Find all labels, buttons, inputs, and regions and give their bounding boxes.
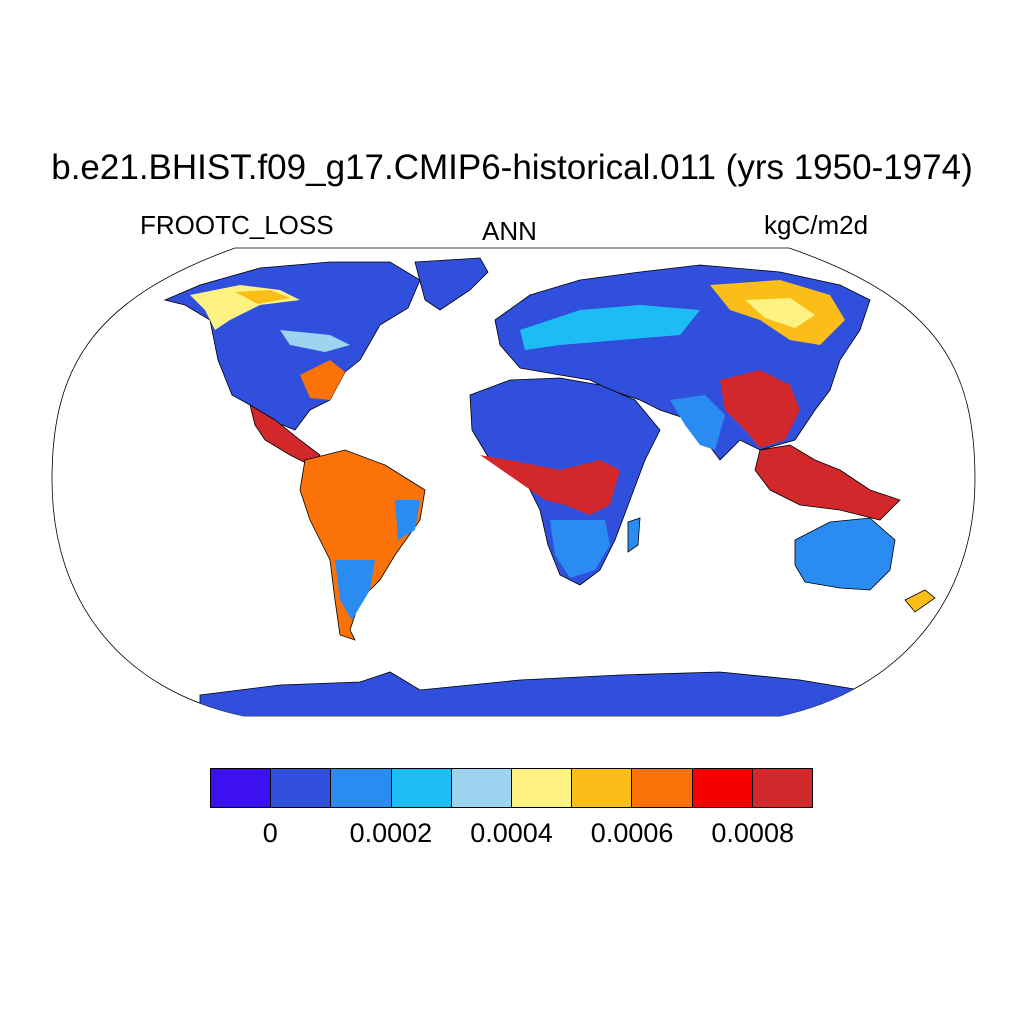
colorbar-swatch-5	[512, 769, 573, 807]
india-region	[670, 395, 725, 450]
siberia-yellow-band	[745, 298, 815, 328]
colorbar-tick-label: 0.0008	[711, 818, 794, 848]
europe-light-band	[520, 305, 700, 350]
south-america-south-blue	[335, 560, 375, 620]
colorbar-swatch-6	[572, 769, 633, 807]
colorbar-tick-label: 0	[262, 818, 278, 848]
colorbar-swatch-8	[692, 769, 753, 807]
colorbar-swatch-0	[211, 769, 272, 807]
south-america-east-blue	[395, 500, 420, 540]
colorbar-swatch-9	[752, 769, 813, 807]
colorbar-tick-label: 0.0006	[590, 818, 674, 848]
north-america-light-band	[280, 330, 350, 352]
colorbar-swatch-1	[271, 769, 332, 807]
new-zealand-region	[904, 589, 936, 613]
colorbar	[210, 768, 813, 808]
variable-label: FROOTC_LOSS	[140, 210, 334, 240]
colorbar-tick-label: 0.0002	[349, 818, 433, 848]
units-label: kgC/m2d	[764, 210, 869, 240]
colorbar-swatch-7	[632, 769, 693, 807]
colorbar-swatch-2	[331, 769, 392, 807]
madagascar-region	[627, 517, 641, 553]
colorbar-tick-label: 0.0004	[470, 818, 553, 848]
africa-south-light	[550, 520, 610, 578]
greenland-region	[414, 257, 489, 311]
north-america-boreal-orange	[235, 290, 290, 304]
south-china-region	[720, 370, 800, 448]
north-america-east-band	[300, 360, 345, 400]
season-label: ANN	[482, 216, 537, 246]
colorbar-swatch-4	[451, 769, 513, 807]
colorbar-swatch-3	[391, 769, 452, 807]
africa-tropics-region	[480, 455, 620, 515]
australia-region	[794, 517, 896, 591]
southeast-asia-islands-region	[754, 444, 901, 521]
plot-title: b.e21.BHIST.f09_g17.CMIP6-historical.011…	[51, 148, 973, 187]
antarctica-region	[199, 671, 861, 716]
